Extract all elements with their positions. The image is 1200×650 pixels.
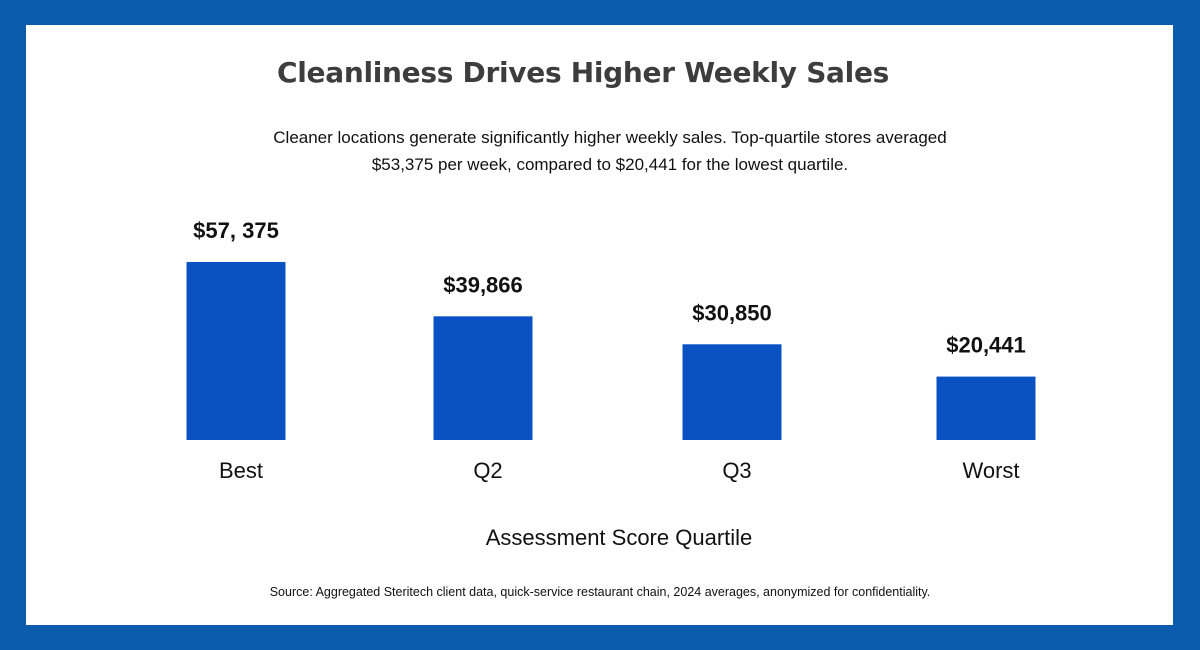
value-label: $30,850: [692, 300, 772, 325]
chart-title: Cleanliness Drives Higher Weekly Sales: [276, 56, 890, 89]
source-note: Source: Aggregated Steritech client data…: [269, 585, 931, 599]
value-label: $57, 375: [193, 218, 279, 243]
chart-subtitle: Cleaner locations generate significantly…: [273, 128, 947, 174]
bar: [433, 316, 533, 440]
bar: [936, 376, 1036, 440]
value-label: $20,441: [946, 333, 1026, 358]
x-tick-label: Best: [219, 458, 263, 483]
x-tick-label: Q2: [473, 458, 502, 483]
value-label: $39,866: [443, 272, 523, 297]
x-tick-label: Q3: [722, 458, 751, 483]
x-tick-label: Worst: [962, 458, 1019, 483]
bar: [682, 344, 782, 440]
bar: [186, 262, 286, 440]
x-axis-label: Assessment Score Quartile: [485, 525, 753, 550]
